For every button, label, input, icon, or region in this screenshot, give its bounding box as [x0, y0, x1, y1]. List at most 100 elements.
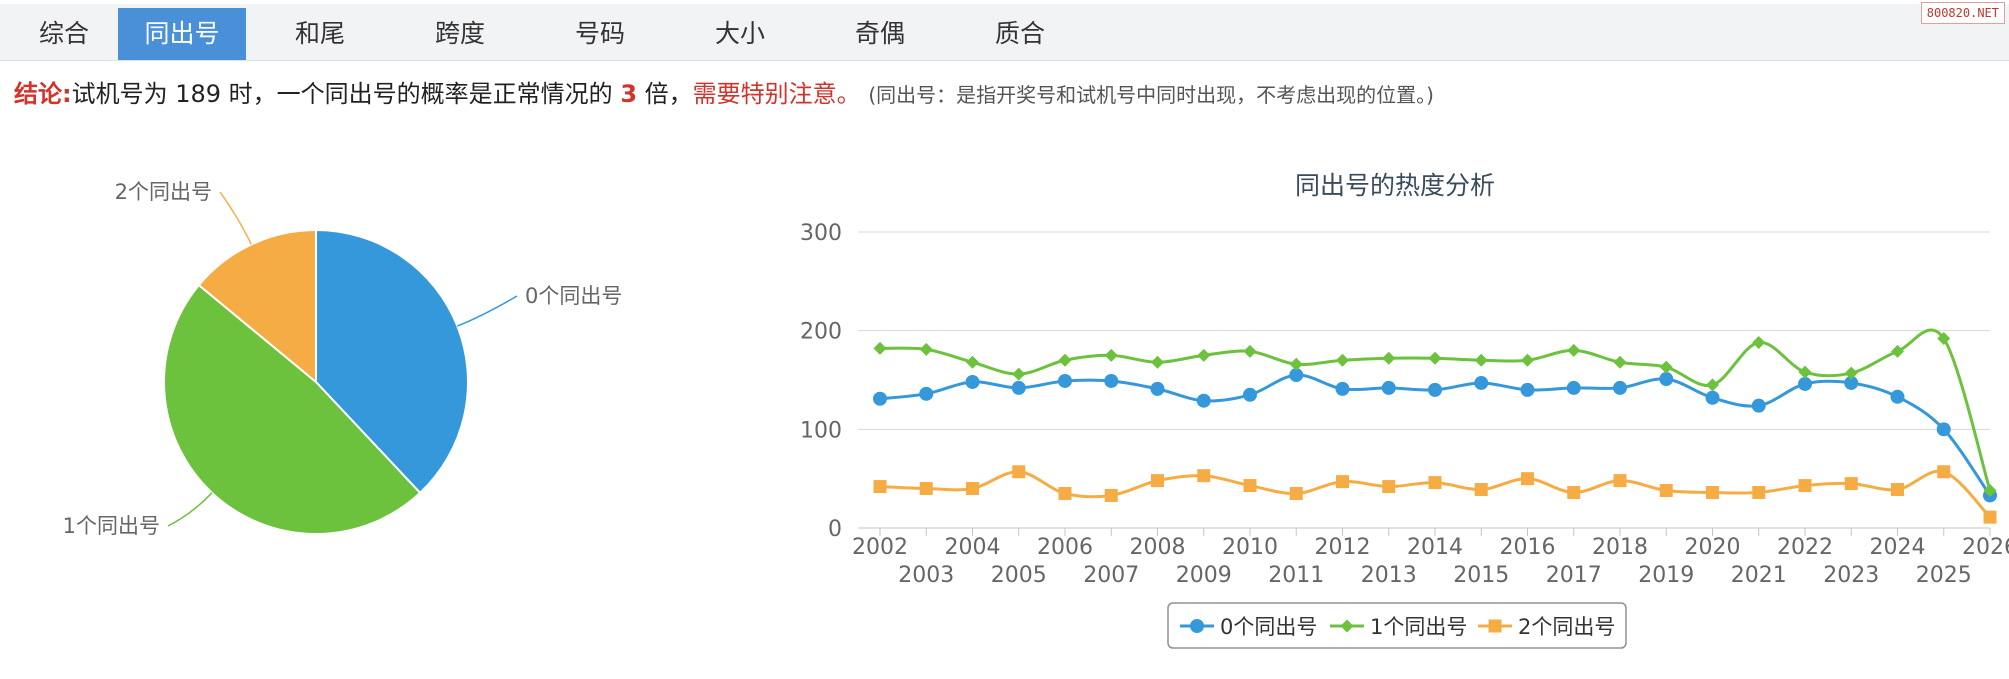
point-s2-2018[interactable]	[1613, 474, 1627, 488]
point-s0-2019[interactable]	[1659, 372, 1674, 387]
point-s1-2025[interactable]	[1937, 332, 1951, 346]
point-s0-2002[interactable]	[873, 391, 887, 406]
point-s0-2022[interactable]	[1798, 376, 1812, 391]
point-s2-2025[interactable]	[1937, 465, 1951, 479]
legend-item-0[interactable]: 0个同出号	[1180, 615, 1317, 639]
point-s0-2024[interactable]	[1890, 389, 1905, 404]
point-s1-2019[interactable]	[1659, 360, 1673, 374]
point-s1-2005[interactable]	[1012, 367, 1026, 381]
point-s2-2005[interactable]	[1012, 465, 1026, 479]
pie-slice-1[interactable]	[163, 283, 422, 535]
point-s0-2023[interactable]	[1844, 375, 1859, 390]
conclusion-warning: 需要特别注意。	[692, 80, 861, 108]
point-s1-2013[interactable]	[1382, 351, 1396, 365]
point-s1-2014[interactable]	[1428, 351, 1442, 365]
tab-zhihe[interactable]: 质合	[994, 19, 1045, 48]
point-s2-2022[interactable]	[1798, 479, 1812, 493]
point-s2-2002[interactable]	[873, 480, 887, 494]
point-s0-2025[interactable]	[1936, 422, 1951, 437]
point-s1-2006[interactable]	[1058, 353, 1072, 367]
point-s0-2016[interactable]	[1520, 382, 1535, 397]
point-s0-2020[interactable]	[1705, 390, 1720, 405]
tab-zonghe[interactable]: 综合	[38, 19, 89, 48]
point-s0-2006[interactable]	[1058, 373, 1072, 388]
y-tick-label-300: 300	[800, 221, 842, 246]
point-s1-2012[interactable]	[1336, 353, 1349, 367]
pie-slice-2[interactable]	[197, 228, 317, 385]
point-s1-2009[interactable]	[1197, 348, 1211, 362]
legend-item-2[interactable]: 2个同出号	[1478, 615, 1615, 639]
point-s2-2012[interactable]	[1336, 475, 1349, 489]
point-s0-2018[interactable]	[1613, 380, 1627, 395]
point-s0-2021[interactable]	[1751, 398, 1766, 413]
point-s1-2022[interactable]	[1798, 365, 1812, 379]
point-s1-2023[interactable]	[1844, 366, 1858, 380]
point-s1-2020[interactable]	[1706, 378, 1719, 392]
point-s1-2007[interactable]	[1104, 348, 1118, 362]
point-s0-2015[interactable]	[1474, 375, 1489, 390]
point-s1-2024[interactable]	[1891, 344, 1904, 358]
x-tick-label-2009: 2009	[1176, 563, 1232, 588]
point-s2-2019[interactable]	[1659, 484, 1673, 498]
tab-jiou[interactable]: 奇偶	[854, 19, 905, 48]
tab-hewei[interactable]: 和尾	[294, 19, 345, 48]
point-s2-2003[interactable]	[919, 482, 933, 496]
point-s2-2013[interactable]	[1382, 480, 1396, 494]
point-s1-2017[interactable]	[1567, 343, 1581, 357]
legend-marker-1[interactable]	[1340, 619, 1354, 633]
x-tick-label-2016: 2016	[1500, 535, 1556, 560]
point-s2-2004[interactable]	[966, 482, 979, 496]
point-s1-2026[interactable]	[1983, 484, 1997, 498]
point-s2-2017[interactable]	[1567, 485, 1581, 499]
point-s2-2006[interactable]	[1058, 486, 1072, 500]
pie-label-2: 2个同出号	[115, 180, 212, 204]
point-s2-2014[interactable]	[1428, 476, 1442, 490]
point-s2-2010[interactable]	[1243, 479, 1257, 493]
point-s0-2012[interactable]	[1335, 381, 1350, 396]
point-s2-2023[interactable]	[1844, 477, 1858, 491]
legend-item-1[interactable]: 1个同出号	[1330, 615, 1467, 639]
x-tick-label-2012: 2012	[1315, 535, 1371, 560]
tab-kuadu[interactable]: 跨度	[434, 19, 485, 48]
point-s2-2011[interactable]	[1289, 486, 1303, 500]
point-s2-2024[interactable]	[1891, 483, 1904, 497]
point-s0-2008[interactable]	[1150, 381, 1165, 396]
point-s2-2020[interactable]	[1706, 485, 1719, 499]
point-s1-2018[interactable]	[1613, 355, 1627, 369]
tab-haoma[interactable]: 号码	[574, 19, 625, 48]
point-s0-2004[interactable]	[965, 374, 980, 389]
point-s2-2026[interactable]	[1983, 510, 1997, 524]
point-s1-2008[interactable]	[1151, 355, 1164, 369]
point-s0-2003[interactable]	[919, 386, 934, 401]
point-s2-2009[interactable]	[1197, 469, 1211, 483]
point-s0-2007[interactable]	[1104, 373, 1119, 388]
point-s0-2013[interactable]	[1381, 380, 1396, 395]
point-s0-2011[interactable]	[1289, 368, 1304, 383]
tab-tongchuhao[interactable]: 同出号	[118, 8, 246, 60]
legend-marker-2[interactable]	[1488, 619, 1502, 633]
x-tick-label-2007: 2007	[1083, 563, 1139, 588]
point-s0-2010[interactable]	[1243, 387, 1257, 402]
conclusion-text-after: 倍，	[644, 80, 693, 108]
conclusion-multiplier: 3	[620, 80, 638, 108]
point-s0-2005[interactable]	[1011, 380, 1026, 395]
point-s0-2017[interactable]	[1566, 380, 1581, 395]
point-s1-2011[interactable]	[1289, 357, 1303, 371]
point-s1-2021[interactable]	[1752, 336, 1766, 350]
point-s1-2015[interactable]	[1474, 353, 1488, 367]
point-s2-2008[interactable]	[1151, 474, 1164, 488]
point-s2-2016[interactable]	[1521, 472, 1534, 486]
tab-daxiao[interactable]: 大小	[714, 19, 765, 48]
point-s1-2010[interactable]	[1243, 344, 1257, 358]
point-s2-2021[interactable]	[1752, 485, 1766, 499]
point-s1-2002[interactable]	[873, 341, 887, 355]
point-s0-2014[interactable]	[1428, 382, 1442, 397]
point-s0-2009[interactable]	[1196, 393, 1211, 408]
point-s1-2016[interactable]	[1521, 353, 1534, 367]
point-s2-2007[interactable]	[1104, 488, 1118, 502]
legend-marker-0[interactable]	[1190, 619, 1204, 633]
point-s1-2003[interactable]	[919, 342, 933, 356]
point-s2-2015[interactable]	[1474, 483, 1488, 497]
point-s1-2004[interactable]	[966, 355, 979, 369]
pie-slice-0[interactable]	[315, 228, 469, 495]
